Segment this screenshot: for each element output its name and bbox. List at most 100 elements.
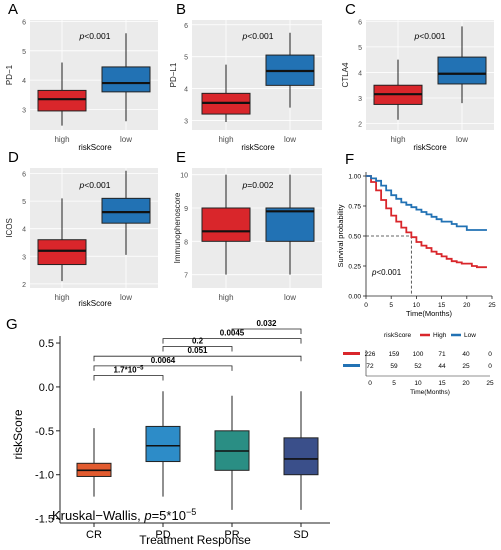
p-value-exponent: −5 xyxy=(186,507,196,517)
legend-label-low: Low xyxy=(464,332,476,339)
panel-letter: E xyxy=(176,149,186,166)
y-tick-label: 10 xyxy=(180,173,188,180)
table-x-axis-label: Time(Months) xyxy=(410,389,450,396)
x-axis-label: riskScore xyxy=(78,299,112,308)
y-tick-label: 2 xyxy=(22,282,26,289)
x-tick-label: low xyxy=(120,135,132,144)
panel-letter: G xyxy=(6,316,18,333)
box-body xyxy=(437,56,487,85)
p-value-base: 1.7*10 xyxy=(114,366,138,375)
x-tick-label: high xyxy=(218,135,233,144)
box-low xyxy=(101,33,151,122)
table-x-tick-label: 0 xyxy=(368,380,372,387)
box-body xyxy=(145,425,181,463)
number-at-risk: 100 xyxy=(413,351,424,358)
y-tick-label: 1.00 xyxy=(348,174,361,181)
median-survival-line xyxy=(366,235,412,296)
p-letter: p xyxy=(79,31,85,41)
x-tick-label: 10 xyxy=(413,302,421,309)
comparison-p-value: 0.051 xyxy=(187,346,208,355)
p-letter: p xyxy=(242,31,248,41)
bracket-line xyxy=(93,355,302,362)
box-low xyxy=(265,32,315,108)
panel-letter: D xyxy=(8,149,19,166)
p-letter: p xyxy=(371,268,377,277)
y-tick-label: 0.0 xyxy=(39,382,54,394)
x-tick-label: 25 xyxy=(488,302,496,309)
panel-letter: B xyxy=(176,1,186,18)
y-tick-label: 0.75 xyxy=(348,204,361,211)
panel-letter: A xyxy=(8,1,18,18)
x-tick-label: high xyxy=(218,293,233,302)
risk-legend: riskScore High Low xyxy=(384,332,476,339)
box-low xyxy=(437,26,487,104)
x-axis-label: riskScore xyxy=(78,143,112,152)
y-tick-label: 3 xyxy=(22,107,26,114)
p-value: <0.001 xyxy=(376,268,401,277)
table-x-tick-label: 15 xyxy=(438,380,446,387)
y-tick-label: 3 xyxy=(22,254,26,261)
panel-g: G -1.5 -1.0 -0.5 0.0 0.5 riskScore Treatment Re… xyxy=(6,316,330,547)
y-tick-label: 4 xyxy=(358,70,362,77)
panel-d: D 2 3 4 5 6 high low p<0.001 ICOS riskScore xyxy=(5,149,158,308)
panel-b: B 3 4 5 6 high low p<0.001 PD−L1 riskScore xyxy=(169,1,322,152)
comparison-p-value: 0.2 xyxy=(192,337,204,346)
comparison-bracket: 0.032 xyxy=(231,319,302,334)
box-body xyxy=(265,207,315,242)
number-at-risk: 72 xyxy=(366,363,374,370)
comparison-bracket: 0.051 xyxy=(93,346,302,362)
comparison-bracket: 0.2 xyxy=(162,337,233,352)
y-tick-label: 8 xyxy=(184,239,188,246)
number-at-risk: 52 xyxy=(414,363,422,370)
y-tick-label: 0.00 xyxy=(348,294,361,301)
y-axis-label: Survival probability xyxy=(336,204,345,267)
y-tick-label: 0.25 xyxy=(348,264,361,271)
comparison-p-value: 1.7*10−5 xyxy=(114,366,145,375)
bracket-line xyxy=(162,346,233,352)
x-tick-label: 20 xyxy=(463,302,471,309)
p-value-annotation: p<0.001 xyxy=(79,31,111,41)
box-body xyxy=(101,66,151,93)
box-low xyxy=(265,174,315,275)
y-tick-label: 6 xyxy=(22,19,26,26)
p-value-exponent: −5 xyxy=(137,366,145,372)
box-body xyxy=(37,89,87,112)
y-tick-label: -1.5 xyxy=(35,514,54,526)
box-cr xyxy=(76,428,112,497)
y-tick-label: 0.50 xyxy=(348,234,361,241)
y-tick-label: 5 xyxy=(358,45,362,52)
bracket-line xyxy=(231,328,302,334)
panel-letter: F xyxy=(345,151,354,168)
risk-table: 226 159 100 71 40 0 72 59 52 44 25 0 0 5 10 15 20 25 Time(… xyxy=(343,350,494,396)
box-body xyxy=(283,437,319,476)
p-value-annotation: p=0.002 xyxy=(242,180,274,190)
kruskal-wallis-annotation: Kruskal−Wallis, p=5*10−5 xyxy=(52,507,196,523)
box-high xyxy=(373,59,423,120)
x-tick-label: 15 xyxy=(438,302,446,309)
x-axis-label: Treatment Response xyxy=(139,533,251,547)
x-tick-label: low xyxy=(456,135,468,144)
table-x-tick-label: 25 xyxy=(486,380,494,387)
y-axis-label: Immunophenoscore xyxy=(173,192,182,263)
p-letter: p xyxy=(414,31,420,41)
y-tick-label: 9 xyxy=(184,206,188,213)
number-at-risk: 226 xyxy=(365,351,376,358)
y-axis-label: PD−1 xyxy=(5,64,14,85)
y-tick-label: 5 xyxy=(22,199,26,206)
number-at-risk: 159 xyxy=(389,351,400,358)
y-axis-label: ICOS xyxy=(5,218,14,238)
p-value-base: 0.0064 xyxy=(151,356,176,365)
x-tick-label: CR xyxy=(86,529,102,541)
box-pd xyxy=(145,391,181,497)
p-letter: p xyxy=(79,180,85,190)
number-at-risk: 0 xyxy=(488,351,492,358)
x-tick-label: PR xyxy=(224,529,239,541)
survival-curve-high xyxy=(366,175,487,269)
plot-background xyxy=(30,168,158,288)
p-value-base: 0.051 xyxy=(187,346,208,355)
panel-c: C 2 3 4 5 6 high low p<0.001 CTLA4 riskScore xyxy=(341,1,494,152)
panel-e: E 7 8 9 10 high low p=0.002 Immunophenoscore xyxy=(173,149,322,302)
y-tick-label: 6 xyxy=(184,23,188,30)
number-at-risk: 40 xyxy=(462,351,470,358)
